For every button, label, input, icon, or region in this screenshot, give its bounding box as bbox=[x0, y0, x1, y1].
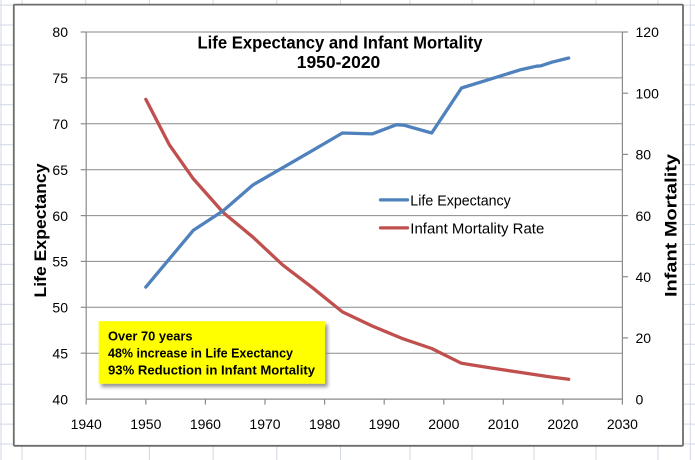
svg-text:60: 60 bbox=[52, 208, 68, 224]
svg-text:100: 100 bbox=[636, 85, 660, 101]
svg-text:120: 120 bbox=[636, 24, 660, 40]
svg-text:1950-2020: 1950-2020 bbox=[297, 52, 381, 72]
svg-text:Life Expectancy and Infant Mor: Life Expectancy and Infant Mortality bbox=[198, 33, 483, 53]
svg-text:1940: 1940 bbox=[71, 416, 102, 432]
svg-text:2030: 2030 bbox=[607, 416, 638, 432]
svg-text:1970: 1970 bbox=[249, 416, 280, 432]
svg-text:60: 60 bbox=[636, 208, 652, 224]
svg-text:Life Expectancy: Life Expectancy bbox=[31, 163, 50, 298]
svg-text:0: 0 bbox=[636, 391, 644, 407]
svg-text:Life Expectancy: Life Expectancy bbox=[410, 192, 511, 209]
svg-text:2020: 2020 bbox=[547, 416, 578, 432]
svg-text:2010: 2010 bbox=[488, 416, 519, 432]
svg-text:93% Reduction in Infant Mortal: 93% Reduction in Infant Mortality bbox=[108, 363, 316, 378]
svg-text:1960: 1960 bbox=[190, 416, 221, 432]
svg-text:Infant Mortality: Infant Mortality bbox=[662, 153, 681, 297]
svg-text:80: 80 bbox=[52, 24, 68, 40]
svg-text:75: 75 bbox=[52, 70, 68, 86]
svg-text:Infant Mortality Rate: Infant Mortality Rate bbox=[410, 220, 544, 237]
svg-text:45: 45 bbox=[52, 345, 68, 361]
svg-text:2000: 2000 bbox=[428, 416, 459, 432]
svg-text:80: 80 bbox=[636, 147, 652, 163]
svg-text:1950: 1950 bbox=[130, 416, 161, 432]
svg-text:20: 20 bbox=[636, 330, 652, 346]
svg-text:40: 40 bbox=[636, 269, 652, 285]
svg-text:65: 65 bbox=[52, 162, 68, 178]
svg-text:70: 70 bbox=[52, 116, 68, 132]
svg-text:48% increase in Life Exectancy: 48% increase in Life Exectancy bbox=[108, 345, 294, 360]
svg-text:1990: 1990 bbox=[369, 416, 400, 432]
svg-text:Over 70 years: Over 70 years bbox=[108, 329, 193, 344]
svg-text:1980: 1980 bbox=[309, 416, 340, 432]
svg-text:50: 50 bbox=[52, 300, 68, 316]
svg-text:55: 55 bbox=[52, 254, 68, 270]
svg-text:40: 40 bbox=[52, 391, 68, 407]
